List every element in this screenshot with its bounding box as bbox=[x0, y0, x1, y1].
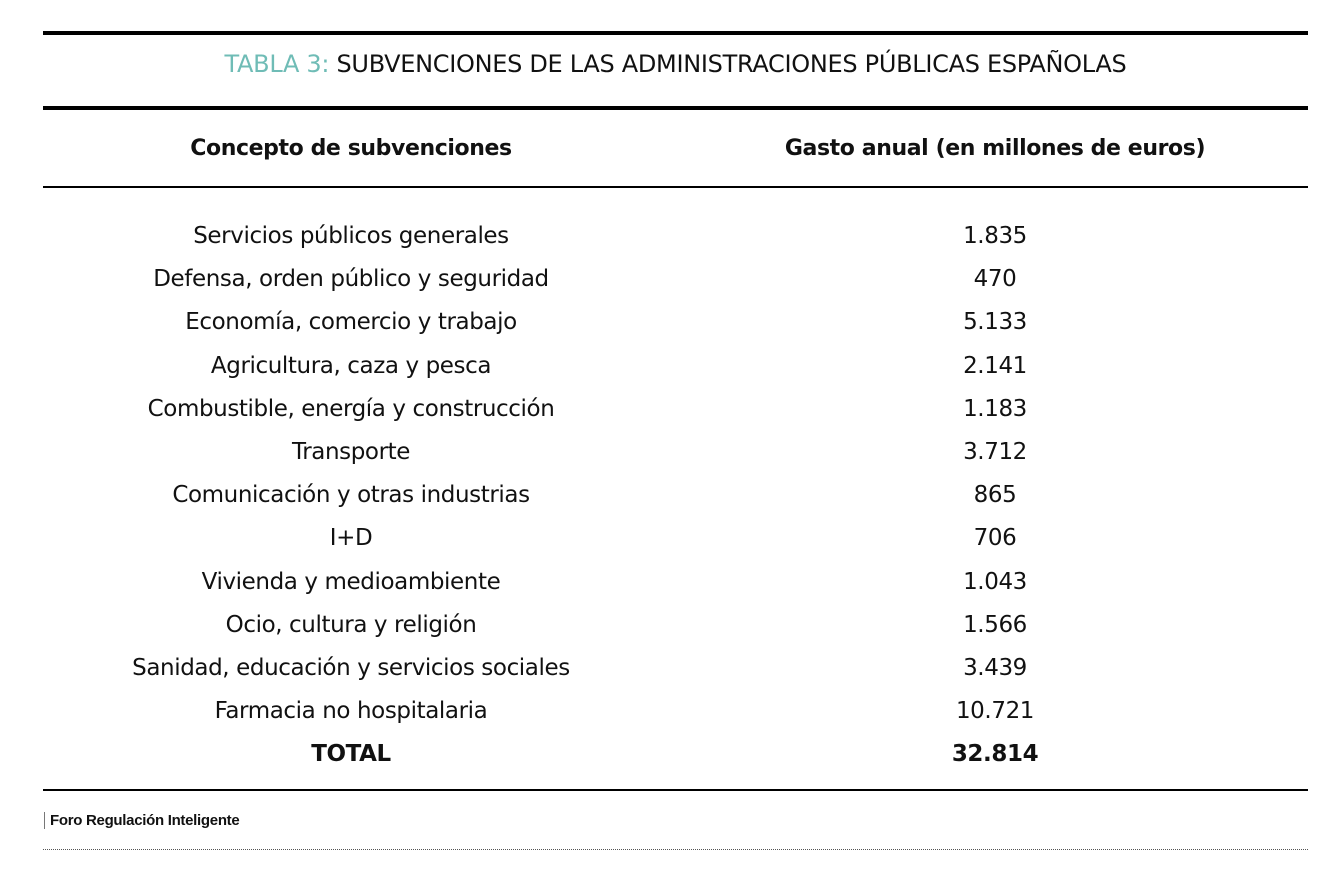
total-row: TOTAL 32.814 bbox=[0, 741, 1335, 784]
amount-cell: 5.133 bbox=[963, 309, 1027, 336]
amount-cell: 3.712 bbox=[963, 439, 1027, 465]
table-title-text: SUBVENCIONES DE LAS ADMINISTRACIONES PÚB… bbox=[336, 50, 1127, 78]
table-row: Servicios públicos generales 1.835 bbox=[0, 223, 1335, 266]
amount-cell: 3.439 bbox=[963, 655, 1027, 681]
concept-cell: Defensa, orden público y seguridad bbox=[153, 266, 549, 293]
table-row: Comunicación y otras industrias 865 bbox=[0, 482, 1335, 525]
concept-cell: Servicios públicos generales bbox=[193, 223, 509, 249]
table-row: I+D 706 bbox=[0, 525, 1335, 568]
header-amount: Gasto anual (en millones de euros) bbox=[784, 136, 1206, 161]
amount-cell: 1.835 bbox=[963, 223, 1027, 249]
header-rule bbox=[43, 186, 1308, 188]
table-row: Ocio, cultura y religión 1.566 bbox=[0, 612, 1335, 655]
concept-cell: Sanidad, educación y servicios sociales bbox=[132, 655, 570, 681]
amount-cell: 2.141 bbox=[963, 352, 1027, 379]
dotted-divider bbox=[43, 849, 1308, 850]
table-row: Combustible, energía y construcción 1.183 bbox=[0, 396, 1335, 439]
concept-cell: Economía, comercio y trabajo bbox=[185, 309, 517, 336]
amount-cell: 865 bbox=[973, 482, 1017, 509]
concept-cell: Agricultura, caza y pesca bbox=[210, 352, 492, 379]
concept-cell: Farmacia no hospitalaria bbox=[214, 698, 488, 725]
top-rule bbox=[43, 31, 1308, 35]
source-note: Foro Regulación Inteligente bbox=[44, 812, 240, 829]
amount-cell: 1.183 bbox=[963, 395, 1027, 422]
table-row: Vivienda y medioambiente 1.043 bbox=[0, 569, 1335, 612]
table-title: TABLA 3: SUBVENCIONES DE LAS ADMINISTRAC… bbox=[43, 50, 1308, 78]
header-concept: Concepto de subvenciones bbox=[190, 136, 512, 161]
concept-cell: Combustible, energía y construcción bbox=[147, 395, 555, 422]
concept-cell: Vivienda y medioambiente bbox=[201, 568, 501, 595]
amount-cell: 1.566 bbox=[963, 611, 1027, 638]
bottom-rule bbox=[43, 789, 1308, 791]
amount-cell: 470 bbox=[973, 266, 1017, 293]
table-row: Economía, comercio y trabajo 5.133 bbox=[0, 309, 1335, 352]
amount-cell: 10.721 bbox=[955, 698, 1035, 725]
concept-cell: Comunicación y otras industrias bbox=[172, 482, 530, 509]
table-row: Sanidad, educación y servicios sociales 3… bbox=[0, 655, 1335, 698]
amount-cell: 1.043 bbox=[963, 568, 1027, 595]
concept-cell: Ocio, cultura y religión bbox=[225, 611, 477, 638]
amount-cell: 706 bbox=[973, 525, 1017, 552]
table-row: Agricultura, caza y pesca 2.141 bbox=[0, 353, 1335, 396]
concept-cell: I+D bbox=[329, 525, 373, 552]
table-row: Defensa, orden público y seguridad 470 bbox=[0, 266, 1335, 309]
concept-cell: TOTAL bbox=[311, 741, 391, 768]
table-label: TABLA 3: bbox=[224, 50, 330, 78]
title-rule bbox=[43, 106, 1308, 110]
table-row: Farmacia no hospitalaria 10.721 bbox=[0, 698, 1335, 741]
concept-cell: Transporte bbox=[291, 439, 411, 465]
table-row: Transporte 3.712 bbox=[0, 439, 1335, 482]
amount-cell: 32.814 bbox=[951, 741, 1039, 768]
